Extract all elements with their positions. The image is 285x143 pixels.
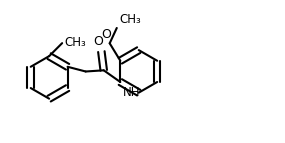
Text: O: O (101, 28, 111, 41)
Text: O: O (93, 35, 103, 48)
Text: CH₃: CH₃ (119, 13, 141, 26)
Text: NH: NH (123, 86, 140, 99)
Text: CH₃: CH₃ (64, 36, 86, 49)
